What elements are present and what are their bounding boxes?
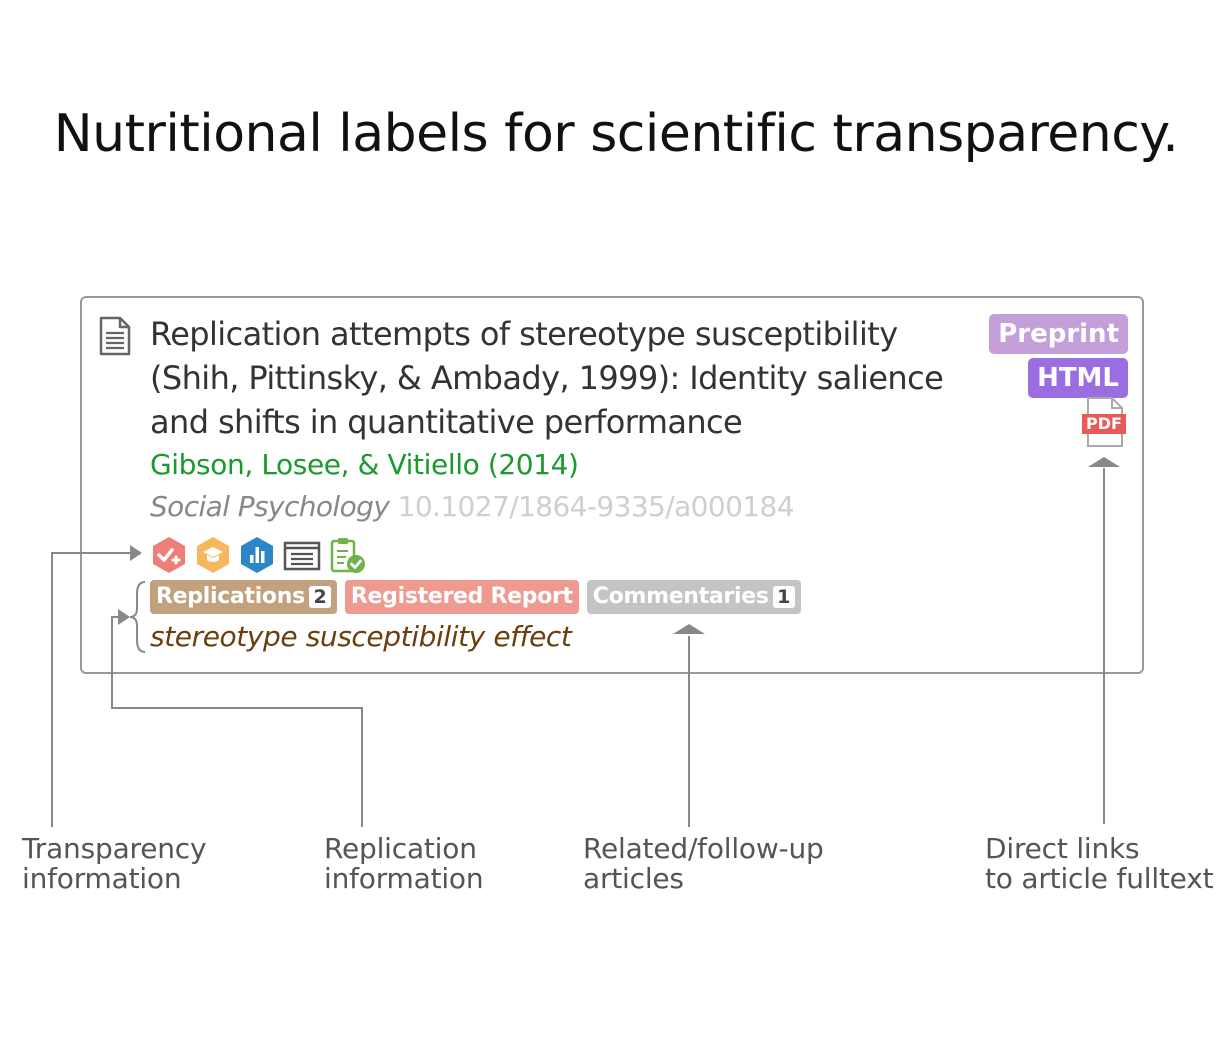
reporting-checklist-icon[interactable] xyxy=(328,536,368,580)
registered-report-tag[interactable]: Registered Report xyxy=(344,580,579,614)
annotation-direct-line2: to article fulltext xyxy=(985,862,1214,895)
annotation-related-line1: Related/follow-up xyxy=(583,832,824,865)
replication-connector xyxy=(111,616,363,827)
effect-label[interactable]: stereotype susceptibility effect xyxy=(150,620,572,653)
transparency-connector xyxy=(51,552,130,827)
html-link[interactable]: HTML xyxy=(1028,358,1128,398)
annotation-transparency: Transparency information xyxy=(22,834,282,894)
citation-line: Social Psychology 10.1027/1864-9335/a000… xyxy=(150,490,795,523)
commentaries-tag[interactable]: Commentaries 1 xyxy=(586,580,801,614)
document-icon xyxy=(98,316,132,360)
open-article-icon[interactable] xyxy=(282,536,322,578)
article-authors: Gibson, Losee, & Vitiello (2014) xyxy=(150,448,579,481)
preprint-link[interactable]: Preprint xyxy=(989,314,1128,354)
article-tags: Replications 2 Registered Report Commentari… xyxy=(150,580,809,616)
pdf-icon xyxy=(1082,397,1126,447)
annotation-transparency-line2: information xyxy=(22,862,182,895)
replications-count: 2 xyxy=(308,586,331,608)
replications-tag[interactable]: Replications 2 xyxy=(150,580,337,614)
direct-links-arrowhead xyxy=(1088,457,1120,467)
annotation-related: Related/follow-up articles xyxy=(583,834,883,894)
pdf-label: PDF xyxy=(1086,414,1122,433)
registered-report-label: Registered Report xyxy=(350,584,573,609)
preregistered-badge-icon[interactable] xyxy=(150,536,188,578)
annotation-replication: Replication information xyxy=(324,834,584,894)
annotation-related-line2: articles xyxy=(583,862,684,895)
article-card: Replication attempts of stereotype susce… xyxy=(80,296,1144,674)
transparency-arrowhead xyxy=(130,545,142,561)
annotation-replication-line1: Replication xyxy=(324,832,477,865)
annotation-transparency-line1: Transparency xyxy=(22,832,207,865)
replications-label: Replications xyxy=(156,584,305,609)
article-title[interactable]: Replication attempts of stereotype susce… xyxy=(150,315,944,441)
commentaries-label: Commentaries xyxy=(592,584,769,609)
annotation-direct-line1: Direct links xyxy=(985,832,1140,865)
replication-brace xyxy=(129,581,146,653)
open-data-badge-icon[interactable] xyxy=(238,536,276,578)
page-title: Nutritional labels for scientific transp… xyxy=(53,104,1179,164)
related-arrowhead xyxy=(673,624,705,634)
pdf-link[interactable]: PDF xyxy=(1080,396,1128,450)
open-materials-badge-icon[interactable] xyxy=(194,536,232,578)
journal-name: Social Psychology xyxy=(150,490,390,523)
replication-arrowhead xyxy=(118,609,130,625)
annotation-replication-line2: information xyxy=(324,862,484,895)
article-doi[interactable]: 10.1027/1864-9335/a000184 xyxy=(397,490,795,523)
commentaries-count: 1 xyxy=(772,586,795,608)
annotation-direct-links: Direct links to article fulltext xyxy=(985,834,1230,894)
